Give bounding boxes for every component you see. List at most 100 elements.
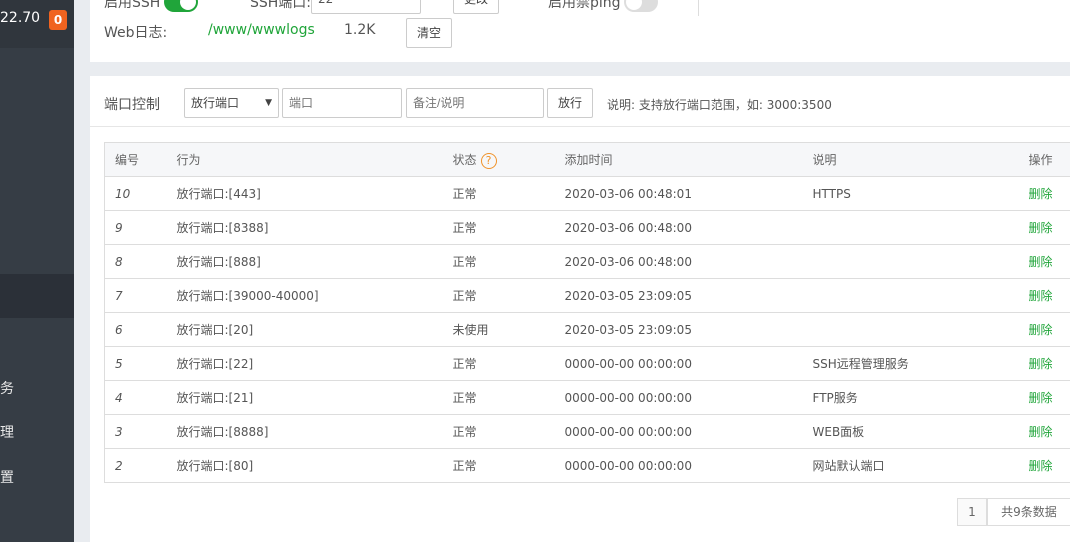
rule-time: 2020-03-06 00:48:00 <box>564 244 813 279</box>
rule-time: 2020-03-06 00:48:00 <box>564 210 813 245</box>
rule-id: 6 <box>104 312 177 347</box>
notification-badge[interactable]: 0 <box>49 10 67 30</box>
rule-id: 8 <box>104 244 177 279</box>
rule-action: 放行端口:[8888] <box>176 414 453 449</box>
rule-time: 0000-00-00 00:00:00 <box>564 346 813 381</box>
port-control-panel: 端口控制 放行端口▼ 放行 说明: 支持放行端口范围，如: 3000:3500 … <box>90 76 1070 542</box>
delete-link[interactable]: 删除 <box>1028 414 1070 449</box>
note-input[interactable] <box>406 88 544 118</box>
table-row: 5 放行端口:[22] 正常 0000-00-00 00:00:00 SSH远程管理服务… <box>104 346 1070 381</box>
table-row: 6 放行端口:[20] 未使用 2020-03-05 23:09:05 删除 <box>104 312 1070 347</box>
rule-id: 5 <box>104 346 177 381</box>
port-control-title: 端口控制 <box>104 97 160 113</box>
ssh-port-label: SSH端口: <box>250 0 312 11</box>
sidebar-header: 22.70 0 <box>0 0 74 48</box>
rule-time: 0000-00-00 00:00:00 <box>564 380 813 415</box>
rule-note <box>812 278 1029 313</box>
rule-note: FTP服务 <box>812 380 1029 415</box>
ping-toggle[interactable] <box>624 0 658 12</box>
delete-link[interactable]: 删除 <box>1028 278 1070 313</box>
rule-time: 2020-03-05 23:09:05 <box>564 312 813 347</box>
clear-logs-button[interactable]: 清空 <box>406 18 452 48</box>
rule-note <box>812 210 1029 245</box>
rule-action: 放行端口:[8388] <box>176 210 453 245</box>
chevron-down-icon: ▼ <box>265 98 272 108</box>
col-time: 添加时间 <box>564 142 813 177</box>
rule-action: 放行端口:[80] <box>176 448 453 483</box>
sidebar-item-manage[interactable]: 理 <box>0 425 14 441</box>
weblog-label: Web日志: <box>104 25 168 41</box>
rule-action: 放行端口:[888] <box>176 244 453 279</box>
security-settings-panel: 启用SSH SSH端口: 22 更改 启用禁ping Web日志: /www/w… <box>90 0 1070 62</box>
rule-note <box>812 244 1029 279</box>
help-icon[interactable]: ? <box>480 152 497 169</box>
rule-time: 2020-03-06 00:48:01 <box>564 176 813 211</box>
col-status: 状态? <box>452 142 565 177</box>
rule-status: 未使用 <box>452 312 565 347</box>
ping-label: 启用禁ping <box>548 0 621 11</box>
rule-action: 放行端口:[443] <box>176 176 453 211</box>
table-row: 7 放行端口:[39000-40000] 正常 2020-03-05 23:09:05… <box>104 278 1070 313</box>
ssh-toggle[interactable] <box>164 0 198 12</box>
rule-id: 9 <box>104 210 177 245</box>
rule-time: 0000-00-00 00:00:00 <box>564 448 813 483</box>
divider <box>698 0 699 16</box>
table-row: 10 放行端口:[443] 正常 2020-03-06 00:48:01 HTTPS 删除 <box>104 176 1070 211</box>
sidebar-item-service[interactable]: 务 <box>0 381 14 397</box>
rule-status: 正常 <box>452 176 565 211</box>
port-rules-table: 编号 行为 状态? 添加时间 说明 操作 10 放行端口:[443] 正常 2020-… <box>104 142 1070 483</box>
table-row: 2 放行端口:[80] 正常 0000-00-00 00:00:00 网站默认端口 删除 <box>104 448 1070 483</box>
change-port-button[interactable]: 更改 <box>453 0 499 14</box>
port-hint: 说明: 支持放行端口范围，如: 3000:3500 <box>607 98 832 112</box>
ssh-label: 启用SSH <box>104 0 161 11</box>
table-row: 4 放行端口:[21] 正常 0000-00-00 00:00:00 FTP服务 删除 <box>104 380 1070 415</box>
rule-action: 放行端口:[39000-40000] <box>176 278 453 313</box>
delete-link[interactable]: 删除 <box>1028 176 1070 211</box>
col-id: 编号 <box>104 142 177 177</box>
rule-status: 正常 <box>452 346 565 381</box>
rule-action: 放行端口:[21] <box>176 380 453 415</box>
rule-time: 2020-03-05 23:09:05 <box>564 278 813 313</box>
rule-note <box>812 312 1029 347</box>
rule-note: HTTPS <box>812 176 1029 211</box>
rule-status: 正常 <box>452 244 565 279</box>
weblog-path-link[interactable]: /www/wwwlogs <box>208 22 315 38</box>
col-action: 行为 <box>176 142 453 177</box>
rule-action: 放行端口:[22] <box>176 346 453 381</box>
sidebar-item-security[interactable] <box>0 274 74 318</box>
total-count: 共9条数据 <box>987 498 1070 526</box>
rule-status: 正常 <box>452 448 565 483</box>
rule-time: 0000-00-00 00:00:00 <box>564 414 813 449</box>
page-1-button[interactable]: 1 <box>957 498 987 526</box>
server-ip: 22.70 <box>0 10 41 26</box>
delete-link[interactable]: 删除 <box>1028 210 1070 245</box>
delete-link[interactable]: 删除 <box>1028 346 1070 381</box>
rule-status: 正常 <box>452 414 565 449</box>
delete-link[interactable]: 删除 <box>1028 244 1070 279</box>
rule-id: 7 <box>104 278 177 313</box>
rule-status: 正常 <box>452 210 565 245</box>
divider <box>90 126 1070 127</box>
rule-note: 网站默认端口 <box>812 448 1029 483</box>
delete-link[interactable]: 删除 <box>1028 312 1070 347</box>
delete-link[interactable]: 删除 <box>1028 380 1070 415</box>
rule-id: 4 <box>104 380 177 415</box>
rule-id: 2 <box>104 448 177 483</box>
rule-status: 正常 <box>452 278 565 313</box>
rule-action: 放行端口:[20] <box>176 312 453 347</box>
delete-link[interactable]: 删除 <box>1028 448 1070 483</box>
col-status-label: 状态 <box>452 152 477 167</box>
port-input[interactable] <box>282 88 402 118</box>
table-row: 9 放行端口:[8388] 正常 2020-03-06 00:48:00 删除 <box>104 210 1070 245</box>
rule-id: 10 <box>104 176 177 211</box>
rule-type-select[interactable]: 放行端口 ▼ <box>184 88 279 118</box>
ssh-port-input[interactable]: 22 <box>311 0 421 14</box>
sidebar-item-settings[interactable]: 置 <box>0 470 14 486</box>
allow-port-button[interactable]: 放行 <box>547 88 593 118</box>
rule-status: 正常 <box>452 380 565 415</box>
col-ops: 操作 <box>1028 142 1070 177</box>
rule-note: SSH远程管理服务 <box>812 346 1029 381</box>
sidebar: 22.70 0 务 理 置 <box>0 0 74 542</box>
table-row: 8 放行端口:[888] 正常 2020-03-06 00:48:00 删除 <box>104 244 1070 279</box>
rule-note: WEB面板 <box>812 414 1029 449</box>
